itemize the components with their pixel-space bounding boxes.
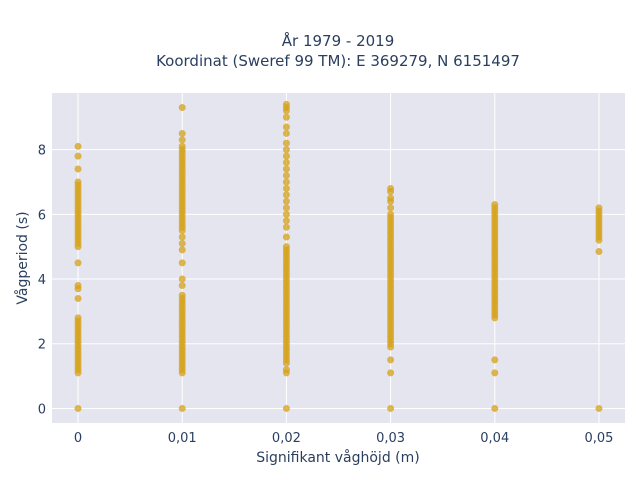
chart-title-line-2: Koordinat (Sweref 99 TM): E 369279, N 61… bbox=[156, 52, 520, 70]
data-point bbox=[491, 201, 499, 209]
data-point bbox=[74, 178, 82, 186]
data-point bbox=[178, 129, 186, 137]
y-tick-label: 0 bbox=[38, 402, 46, 417]
data-point bbox=[178, 246, 186, 254]
data-point bbox=[595, 204, 603, 212]
data-point bbox=[491, 356, 499, 364]
data-point bbox=[595, 248, 603, 256]
data-point bbox=[282, 223, 290, 231]
data-point bbox=[178, 291, 186, 299]
data-point bbox=[282, 113, 290, 121]
data-point bbox=[282, 129, 290, 137]
x-tick-label: 0,01 bbox=[168, 431, 197, 446]
data-point bbox=[282, 100, 290, 108]
data-point bbox=[282, 184, 290, 192]
data-point bbox=[282, 404, 290, 412]
data-point bbox=[282, 159, 290, 167]
data-point bbox=[282, 152, 290, 160]
data-point bbox=[74, 165, 82, 173]
data-point bbox=[282, 123, 290, 131]
data-point bbox=[387, 204, 395, 212]
data-point bbox=[178, 259, 186, 267]
data-point bbox=[178, 239, 186, 247]
x-tick-label: 0,02 bbox=[272, 431, 301, 446]
y-axis-label: Vågperiod (s) bbox=[14, 211, 31, 304]
x-tick-label: 0,05 bbox=[584, 431, 613, 446]
data-point bbox=[387, 369, 395, 377]
data-point bbox=[491, 369, 499, 377]
data-point bbox=[178, 233, 186, 241]
data-point bbox=[74, 152, 82, 160]
data-point bbox=[387, 404, 395, 412]
data-point bbox=[282, 165, 290, 173]
y-tick-label: 8 bbox=[38, 144, 46, 159]
data-point bbox=[74, 142, 82, 150]
data-point bbox=[282, 233, 290, 241]
data-point bbox=[387, 184, 395, 192]
data-point bbox=[74, 404, 82, 412]
x-tick-label: 0,03 bbox=[376, 431, 405, 446]
data-point bbox=[282, 178, 290, 186]
data-point bbox=[282, 210, 290, 218]
data-point bbox=[387, 356, 395, 364]
data-point bbox=[491, 404, 499, 412]
data-point bbox=[282, 366, 290, 374]
chart-title-line-1: År 1979 - 2019 bbox=[282, 31, 395, 50]
plot-area bbox=[52, 93, 625, 423]
data-point bbox=[387, 210, 395, 218]
data-point bbox=[387, 194, 395, 202]
x-tick-label: 0,04 bbox=[480, 431, 509, 446]
y-tick-label: 6 bbox=[38, 208, 46, 223]
x-axis-ticks: 0 0,01 0,02 0,03 0,04 0,05 bbox=[74, 431, 614, 446]
data-point bbox=[74, 259, 82, 267]
data-point bbox=[178, 136, 186, 144]
y-tick-label: 2 bbox=[38, 338, 46, 353]
data-point bbox=[282, 217, 290, 225]
data-points bbox=[74, 100, 603, 412]
data-point bbox=[282, 243, 290, 251]
data-point bbox=[74, 294, 82, 302]
data-point bbox=[74, 282, 82, 289]
data-point bbox=[178, 282, 186, 289]
x-tick-label: 0 bbox=[74, 431, 82, 446]
data-point bbox=[282, 191, 290, 199]
data-point bbox=[178, 104, 186, 112]
y-axis-ticks: 0 2 4 6 8 bbox=[38, 144, 46, 418]
data-point bbox=[178, 404, 186, 412]
data-point bbox=[282, 204, 290, 212]
data-point bbox=[595, 404, 603, 412]
data-point bbox=[178, 142, 186, 150]
data-point bbox=[282, 197, 290, 205]
data-point bbox=[282, 139, 290, 147]
y-tick-label: 4 bbox=[38, 273, 46, 288]
data-point bbox=[74, 314, 82, 322]
data-point bbox=[282, 146, 290, 154]
data-point bbox=[282, 172, 290, 179]
x-axis-label: Signifikant våghöjd (m) bbox=[256, 449, 419, 466]
data-point bbox=[178, 275, 186, 283]
